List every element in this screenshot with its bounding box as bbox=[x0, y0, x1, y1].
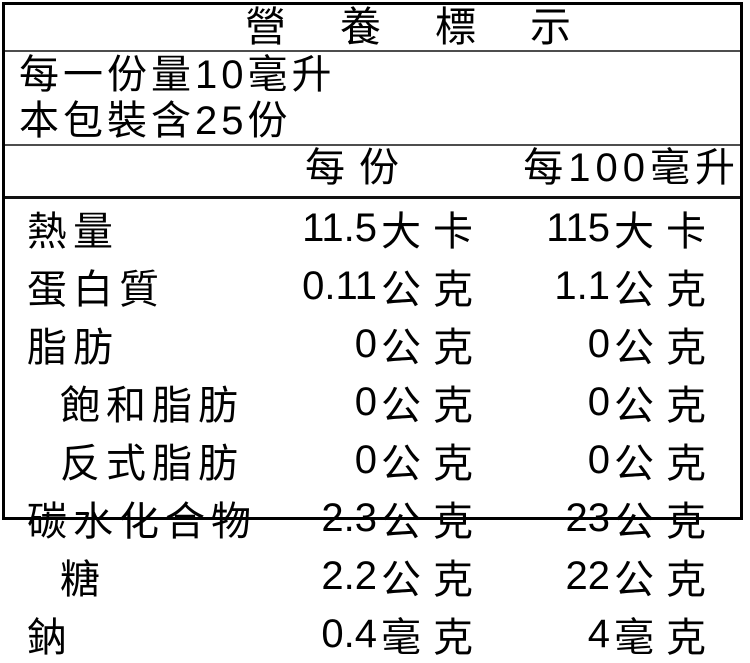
column-header-per-serving: 每份 bbox=[305, 146, 413, 190]
per-100ml-value: 1.1 bbox=[554, 263, 610, 308]
nutrient-row: 反式脂肪 0 公克 0 公克 bbox=[5, 431, 740, 489]
per-100ml-unit: 公克 bbox=[614, 441, 718, 486]
per-serving-value: 0.4 bbox=[321, 611, 377, 656]
column-header-row: 每份 每100毫升 bbox=[5, 146, 740, 199]
servings-per-package-line: 本包裝含25份 bbox=[19, 99, 292, 143]
nutrient-row: 糖 2.2 公克 22 公克 bbox=[5, 547, 740, 605]
per-100ml-value: 4 bbox=[587, 611, 610, 656]
per-serving-unit: 大卡 bbox=[381, 209, 485, 254]
per-serving-unit: 公克 bbox=[381, 325, 485, 370]
per-100ml-value: 0 bbox=[587, 437, 610, 482]
per-serving-unit: 公克 bbox=[381, 267, 485, 312]
label-title: 營養標示 bbox=[5, 5, 740, 52]
per-serving-unit: 公克 bbox=[381, 383, 485, 428]
nutrient-row: 蛋白質 0.11 公克 1.1 公克 bbox=[5, 257, 740, 315]
nutrient-name: 碳水化合物 bbox=[27, 500, 257, 544]
per-100ml-value: 22 bbox=[565, 553, 611, 598]
per-serving-value: 0 bbox=[354, 321, 377, 366]
nutrient-row: 熱量 11.5 大卡 115 大卡 bbox=[5, 199, 740, 257]
per-serving-value: 0 bbox=[354, 437, 377, 482]
nutrient-row: 碳水化合物 2.3 公克 23 公克 bbox=[5, 489, 740, 547]
nutrient-name: 反式脂肪 bbox=[60, 442, 244, 486]
per-100ml-value: 0 bbox=[587, 379, 610, 424]
per-serving-unit: 公克 bbox=[381, 441, 485, 486]
nutrient-name: 糖 bbox=[60, 558, 106, 602]
per-serving-value: 11.5 bbox=[302, 205, 377, 250]
per-serving-value: 2.2 bbox=[321, 553, 377, 598]
per-serving-value: 0 bbox=[354, 379, 377, 424]
per-100ml-unit: 公克 bbox=[614, 267, 718, 312]
nutrient-name: 飽和脂肪 bbox=[60, 384, 244, 428]
per-serving-unit: 公克 bbox=[381, 557, 485, 602]
serving-info-section: 每一份量10毫升 本包裝含25份 bbox=[5, 52, 740, 146]
per-serving-unit: 公克 bbox=[381, 499, 485, 544]
nutrient-name: 熱量 bbox=[27, 210, 119, 254]
nutrient-name: 脂肪 bbox=[27, 326, 119, 370]
per-serving-unit: 毫克 bbox=[381, 615, 485, 660]
nutrient-row: 飽和脂肪 0 公克 0 公克 bbox=[5, 373, 740, 431]
per-100ml-value: 0 bbox=[587, 321, 610, 366]
column-header-per-100ml: 每100毫升 bbox=[523, 146, 740, 190]
per-100ml-unit: 大卡 bbox=[614, 209, 718, 254]
per-100ml-unit: 公克 bbox=[614, 383, 718, 428]
nutrient-name: 鈉 bbox=[27, 616, 73, 660]
nutrient-rows: 熱量 11.5 大卡 115 大卡 蛋白質 0.11 公克 1.1 公克 脂肪 … bbox=[5, 199, 740, 661]
per-100ml-unit: 毫克 bbox=[614, 615, 718, 660]
per-100ml-unit: 公克 bbox=[614, 499, 718, 544]
nutrient-row: 鈉 0.4 毫克 4 毫克 bbox=[5, 605, 740, 663]
serving-size-line: 每一份量10毫升 bbox=[19, 53, 336, 97]
nutrient-name: 蛋白質 bbox=[27, 268, 165, 312]
per-serving-value: 0.11 bbox=[302, 263, 377, 308]
per-serving-value: 2.3 bbox=[321, 495, 377, 540]
nutrient-row: 脂肪 0 公克 0 公克 bbox=[5, 315, 740, 373]
per-100ml-unit: 公克 bbox=[614, 557, 718, 602]
per-100ml-value: 115 bbox=[546, 205, 610, 250]
per-100ml-value: 23 bbox=[565, 495, 611, 540]
per-100ml-unit: 公克 bbox=[614, 325, 718, 370]
